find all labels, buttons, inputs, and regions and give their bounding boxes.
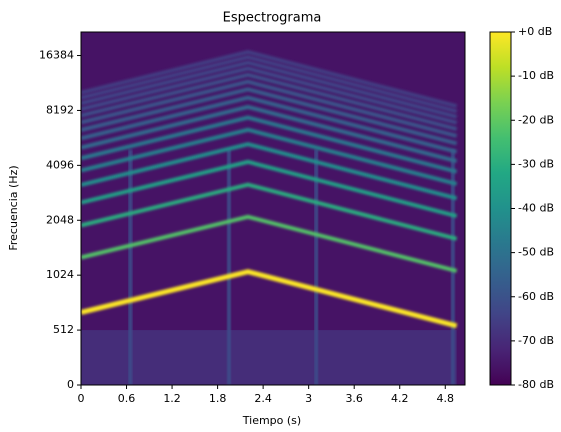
x-tick-label: 1.2 bbox=[163, 392, 181, 405]
harmonic bbox=[81, 95, 458, 154]
harmonic bbox=[81, 115, 458, 174]
y-tick-label: 16384 bbox=[39, 49, 74, 62]
colorbar-tick-label: -20 dB bbox=[518, 113, 554, 126]
colorbar-tick-label: -40 dB bbox=[518, 202, 554, 215]
x-tick-label: 4.2 bbox=[391, 392, 409, 405]
x-axis-label: Tiempo (s) bbox=[242, 414, 301, 427]
x-tick-label: 0 bbox=[78, 392, 85, 405]
colorbar-tick-label: +0 dB bbox=[518, 25, 552, 38]
x-tick-label: 1.8 bbox=[209, 392, 227, 405]
harmonic bbox=[81, 182, 458, 241]
x-tick-label: 3 bbox=[305, 392, 312, 405]
harmonic bbox=[81, 55, 458, 114]
transient bbox=[226, 149, 231, 385]
x-tick-label: 0.6 bbox=[118, 392, 136, 405]
colorbar-tick-label: -50 dB bbox=[518, 246, 554, 259]
colorbar-tick-label: -10 dB bbox=[518, 69, 554, 82]
transient bbox=[314, 149, 319, 385]
harmonic bbox=[81, 72, 458, 131]
plot-area bbox=[81, 32, 465, 385]
harmonic bbox=[81, 214, 458, 273]
y-tick-label: 2048 bbox=[46, 213, 74, 226]
harmonic bbox=[81, 60, 458, 119]
x-tick-label: 4.8 bbox=[437, 392, 455, 405]
y-tick-label: 4096 bbox=[46, 158, 74, 171]
colorbar-tick-label: -80 dB bbox=[518, 378, 554, 391]
colorbar-tick-label: -60 dB bbox=[518, 290, 554, 303]
y-tick-label: 512 bbox=[53, 323, 74, 336]
x-tick-label: 2.4 bbox=[254, 392, 272, 405]
harmonic bbox=[81, 66, 458, 125]
low-band bbox=[81, 330, 457, 385]
transient bbox=[128, 149, 133, 385]
harmonic bbox=[81, 79, 458, 138]
plot-frame bbox=[80, 31, 466, 386]
harmonic bbox=[81, 159, 458, 218]
harmonic bbox=[81, 49, 458, 109]
colorbar-tick-label: -70 dB bbox=[518, 334, 554, 347]
colorbar-tick-label: -30 dB bbox=[518, 157, 554, 170]
y-tick-label: 0 bbox=[67, 378, 74, 391]
transient bbox=[450, 149, 455, 385]
x-tick-label: 3.6 bbox=[345, 392, 363, 405]
harmonic bbox=[81, 142, 458, 201]
harmonic bbox=[81, 127, 458, 186]
y-tick-label: 1024 bbox=[46, 268, 74, 281]
chart-title: Espectrograma bbox=[223, 11, 322, 26]
harmonic bbox=[81, 269, 458, 329]
harmonic bbox=[81, 87, 458, 146]
y-tick-label: 8192 bbox=[46, 103, 74, 116]
colorbar bbox=[489, 31, 512, 386]
y-axis-label: Frecuencia (Hz) bbox=[7, 165, 20, 250]
harmonic bbox=[81, 104, 458, 164]
